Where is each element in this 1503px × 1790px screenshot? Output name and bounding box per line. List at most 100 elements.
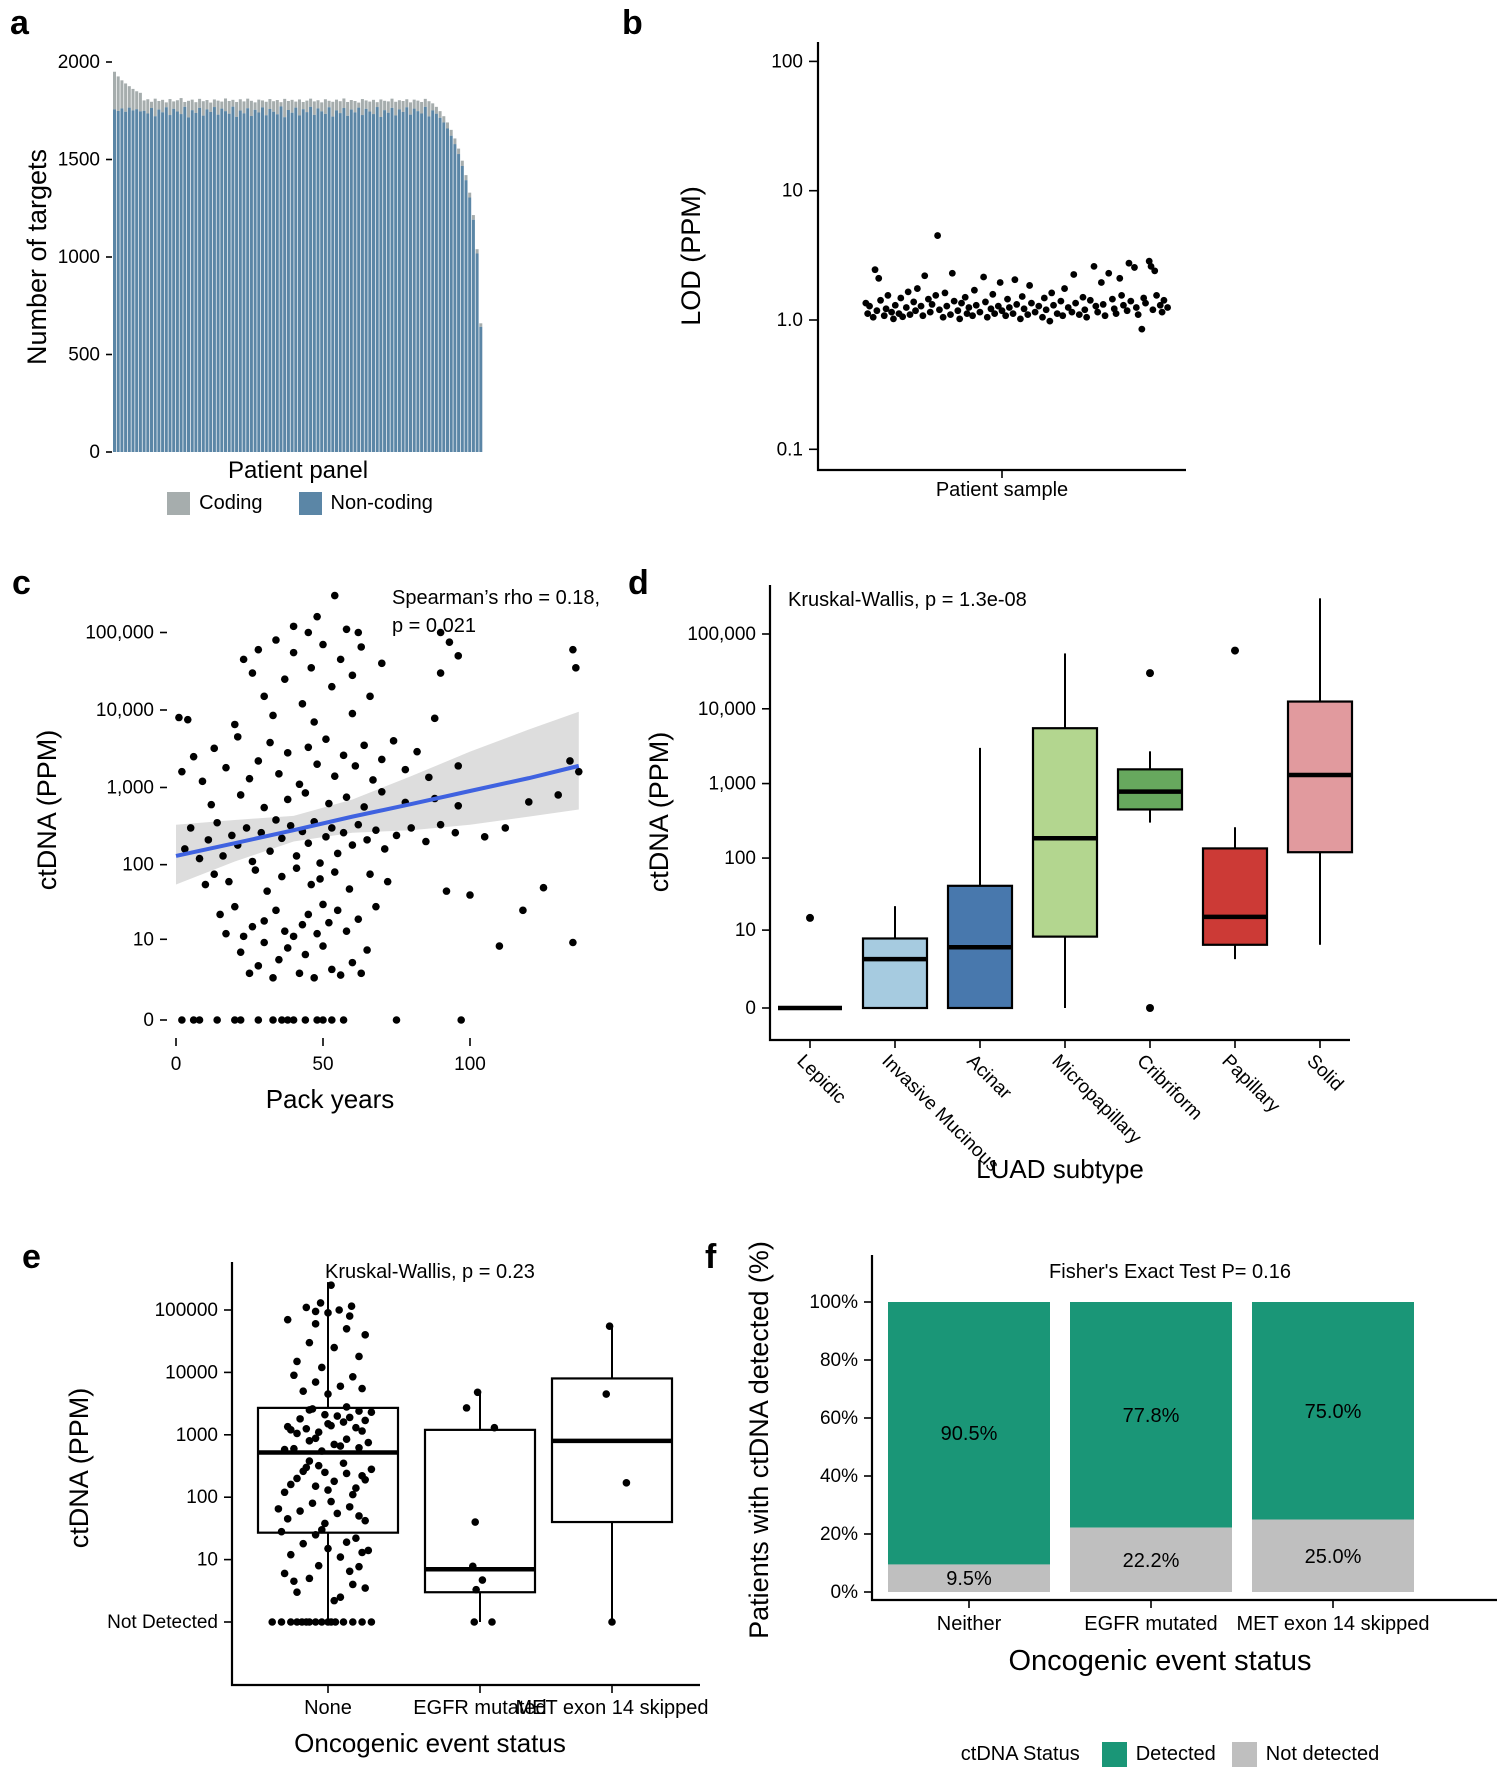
d-x-tick-label: Solid [1302, 1051, 1347, 1096]
c-x-tick-label: 50 [312, 1054, 333, 1075]
a-bar-coding [249, 100, 253, 117]
f-y-tick-label: 80% [820, 1350, 858, 1371]
a-bar-coding [457, 148, 461, 155]
a-bar-noncoding [209, 111, 213, 453]
a-bar-coding [331, 101, 335, 117]
c-data-point [501, 824, 510, 832]
f-bar-detected [1252, 1302, 1414, 1520]
c-data-point [304, 628, 313, 637]
c-data-point [183, 715, 192, 724]
c-data-point [245, 969, 254, 978]
a-bar-noncoding [471, 219, 475, 452]
e-data-point [345, 1413, 354, 1422]
c-data-point [378, 659, 386, 668]
e-data-point [311, 1320, 320, 1328]
a-bar-coding [175, 100, 179, 112]
c-data-point [251, 866, 260, 874]
a-bar-noncoding [198, 107, 202, 452]
b-data-point [1020, 305, 1028, 313]
a-bar-coding [238, 99, 242, 111]
d-box [1031, 727, 1099, 938]
b-data-point [1160, 296, 1168, 304]
f-bar-detected [1070, 1302, 1232, 1528]
e-data-point [268, 1618, 277, 1626]
a-bar-coding [209, 102, 213, 112]
c-data-point [283, 795, 292, 804]
a-bar-noncoding [153, 116, 157, 453]
e-data-point [321, 1519, 329, 1528]
a-bar-noncoding [479, 326, 483, 452]
c-data-point [357, 643, 366, 651]
e-data-point [308, 1405, 317, 1413]
e-data-point [361, 1476, 370, 1484]
c-data-point [216, 910, 224, 919]
c-data-point [389, 737, 398, 745]
e-data-point [316, 1299, 325, 1307]
a-bar-noncoding [138, 111, 142, 453]
b-data-point [983, 313, 991, 321]
e-data-point [311, 1618, 320, 1626]
e-data-point [342, 1435, 351, 1444]
e-data-point [361, 1331, 370, 1339]
c-data-point [554, 791, 562, 799]
a-bar-noncoding [438, 117, 442, 453]
a-bar-coding [342, 98, 346, 109]
e-data-point [364, 1546, 373, 1555]
d-x-tick-label: Acinar [962, 1051, 1015, 1104]
a-bar-coding [353, 101, 357, 113]
c-data-point [263, 887, 271, 895]
c-data-point [181, 845, 189, 853]
c-data-point [313, 1016, 321, 1024]
a-bar-coding [305, 100, 309, 113]
c-data-point [248, 857, 257, 866]
e-data-point [361, 1416, 370, 1425]
e-data-point [358, 1427, 366, 1435]
not-detected-swatch [1231, 1742, 1257, 1767]
panel-letter-a: a [10, 4, 29, 42]
b-data-point [1147, 262, 1155, 270]
a-bar-coding [357, 102, 361, 108]
a-bar-coding [161, 99, 165, 113]
b-data-point [1059, 312, 1067, 320]
panel-letter-c: c [12, 564, 31, 602]
a-bar-coding [338, 101, 342, 114]
a-bar-coding [460, 160, 464, 166]
b-data-point [902, 304, 910, 311]
e-data-point [342, 1469, 351, 1478]
e-data-point [283, 1515, 292, 1523]
b-data-point [934, 232, 941, 239]
f-y-axis-title: Patients with ctDNA detected (%) [744, 1241, 774, 1639]
e-data-point [367, 1618, 376, 1626]
a-bar-noncoding [449, 135, 453, 452]
c-data-point [360, 803, 368, 811]
b-data-point [1086, 296, 1094, 304]
a-bar-coding [360, 99, 364, 116]
f-not-detected-label: 22.2% [1123, 1550, 1180, 1572]
e-data-point [342, 1403, 351, 1411]
e-data-point [324, 1309, 332, 1317]
a-bar-noncoding [290, 112, 294, 452]
c-data-point [457, 1016, 465, 1024]
panel-c-chart: 0 10 100 1,000 10,000 100,000 0 50 100 Spearman’s… [32, 587, 600, 1114]
b-data-point [1013, 301, 1021, 308]
a-bar-coding [368, 101, 372, 112]
a-bar-noncoding [423, 106, 427, 452]
a-bar-noncoding [468, 197, 472, 452]
a-bar-noncoding [146, 113, 150, 452]
e-data-point [327, 1618, 335, 1626]
a-bar-noncoding [405, 107, 409, 453]
e-data-point [305, 1338, 314, 1347]
a-bar-noncoding [150, 108, 153, 453]
b-data-point [991, 310, 999, 318]
e-y-tick-label: 10000 [165, 1362, 218, 1383]
f-detected-label: 75.0% [1305, 1401, 1362, 1423]
e-data-point [339, 1418, 348, 1426]
b-data-point [1140, 294, 1148, 302]
b-data-point [864, 310, 872, 318]
c-data-point [354, 915, 363, 923]
e-data-point [349, 1580, 357, 1589]
c-data-point [372, 826, 380, 835]
a-bar-coding [320, 102, 324, 112]
f-axes [870, 1255, 1497, 1602]
